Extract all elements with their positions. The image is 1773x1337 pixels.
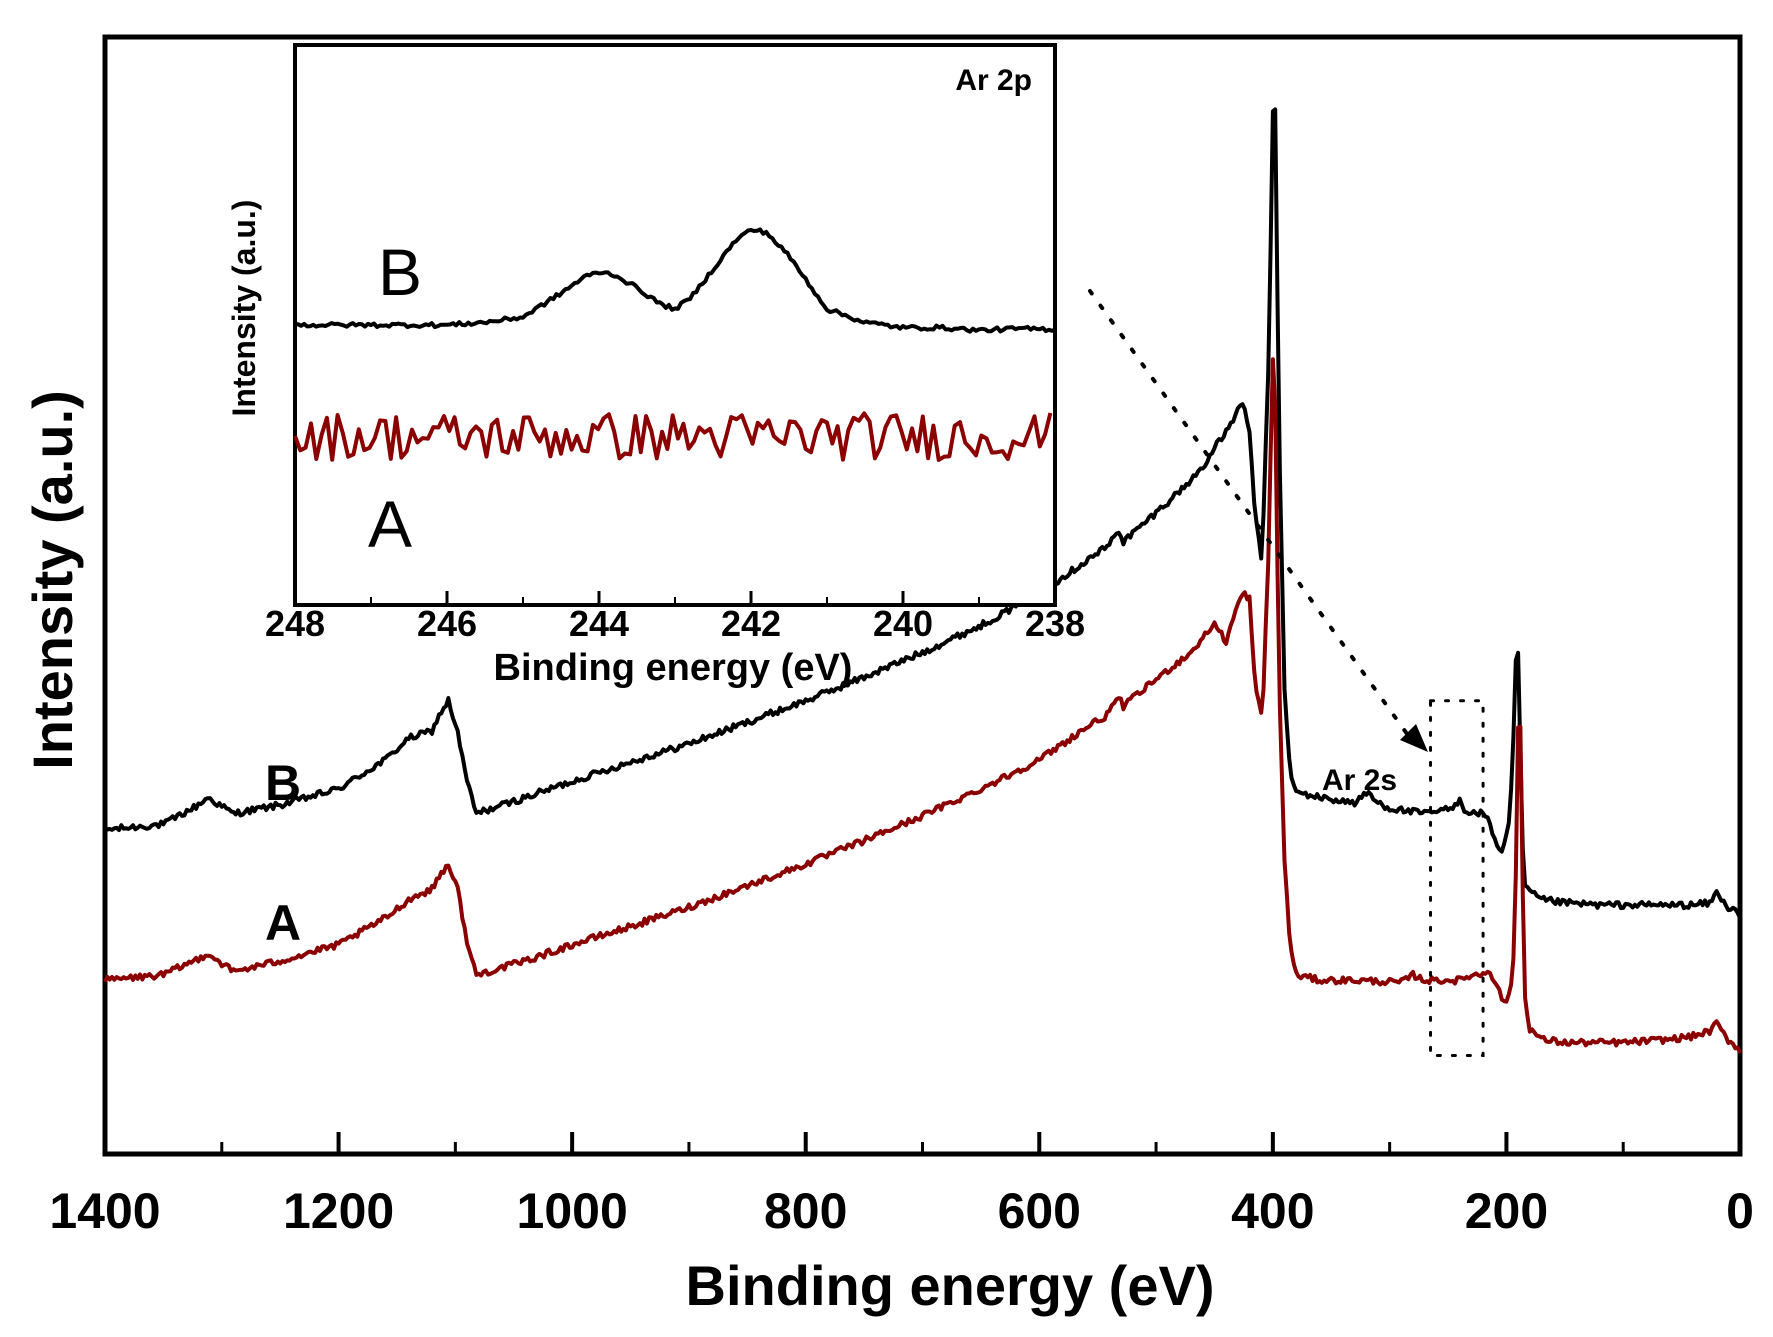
main-x-tick-label: 1400 (49, 1183, 160, 1239)
inset-series-a-line (293, 411, 1053, 462)
inset-to-ar2s-arrow (1088, 289, 1412, 740)
inset-series-label-a: A (368, 487, 412, 561)
main-series-b-line (103, 107, 1742, 919)
main-x-tick-label: 1200 (283, 1183, 394, 1239)
main-series-a-line (103, 357, 1742, 1054)
main-x-tick-label: 400 (1231, 1183, 1314, 1239)
main-series-group (103, 107, 1742, 1054)
inset-x-tick-label: 238 (1025, 603, 1085, 644)
inset-x-tick-label: 246 (417, 603, 477, 644)
main-series-label-b: B (265, 755, 301, 811)
inset-series-label-b: B (378, 235, 422, 309)
inset-x-tick-label: 240 (873, 603, 933, 644)
inset-chart: 248 246 244 242 240 238 Ar 2p B A Binding ene… (226, 43, 1085, 689)
inset-x-tick-label: 242 (721, 603, 781, 644)
inset-x-ticks: 248 246 244 242 240 238 (265, 591, 1085, 644)
inset-x-tick-label: 244 (569, 603, 629, 644)
main-chart: 1400 1200 1000 800 600 400 200 0 Ar 2s B A Bind… (21, 34, 1754, 1317)
ar2s-highlight-box (1429, 699, 1485, 1057)
main-x-axis-title: Binding energy (eV) (686, 1254, 1215, 1317)
main-y-axis-title: Intensity (a.u.) (21, 390, 84, 770)
inset-title: Ar 2p (955, 64, 1032, 97)
main-x-tick-label: 1000 (517, 1183, 628, 1239)
main-x-tick-label: 0 (1726, 1183, 1754, 1239)
main-x-tick-label: 600 (998, 1183, 1081, 1239)
inset-x-tick-label: 248 (265, 603, 325, 644)
main-x-ticks: 1400 1200 1000 800 600 400 200 0 (49, 1132, 1754, 1239)
inset-y-axis-title: Intensity (a.u.) (226, 200, 262, 417)
main-x-tick-label: 200 (1465, 1183, 1548, 1239)
main-x-tick-label: 800 (764, 1183, 847, 1239)
inset-series-group (293, 227, 1056, 462)
main-series-label-a: A (265, 895, 301, 951)
inset-series-b-line (294, 227, 1056, 334)
inset-x-axis-title: Binding energy (eV) (494, 647, 853, 689)
arrowhead-icon (1400, 724, 1428, 752)
ar2s-annotation: Ar 2s (1322, 764, 1397, 797)
